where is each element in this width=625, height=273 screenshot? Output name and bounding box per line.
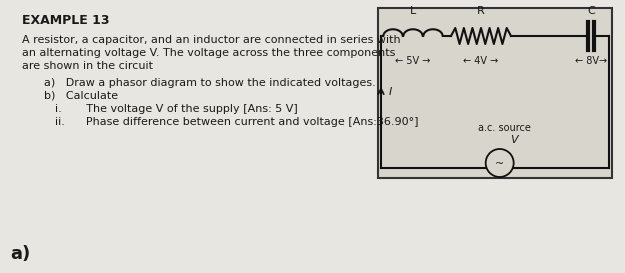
Text: L: L xyxy=(410,6,416,16)
Text: A resistor, a capacitor, and an inductor are connected in series with: A resistor, a capacitor, and an inductor… xyxy=(22,35,401,45)
Text: a.c. source: a.c. source xyxy=(478,123,531,133)
Text: V: V xyxy=(510,135,518,145)
Text: ← 4V →: ← 4V → xyxy=(463,56,499,66)
Text: a)   Draw a phasor diagram to show the indicated voltages.: a) Draw a phasor diagram to show the ind… xyxy=(44,78,376,88)
Text: b)   Calculate: b) Calculate xyxy=(44,91,118,101)
Text: ~: ~ xyxy=(495,159,504,169)
Bar xyxy=(378,8,612,178)
Circle shape xyxy=(486,149,514,177)
Text: ← 5V →: ← 5V → xyxy=(396,56,431,66)
Text: R: R xyxy=(477,6,485,16)
Text: are shown in the circuit: are shown in the circuit xyxy=(22,61,153,71)
Text: a): a) xyxy=(10,245,30,263)
Text: EXAMPLE 13: EXAMPLE 13 xyxy=(22,14,109,27)
Text: i.       The voltage V of the supply [Ans: 5 V]: i. The voltage V of the supply [Ans: 5 V… xyxy=(55,104,298,114)
Text: C: C xyxy=(587,6,595,16)
Text: an alternating voltage V. The voltage across the three components: an alternating voltage V. The voltage ac… xyxy=(22,48,396,58)
Text: ← 8V→: ← 8V→ xyxy=(575,56,607,66)
Text: I: I xyxy=(389,87,392,97)
Text: ii.      Phase difference between current and voltage [Ans:36.90°]: ii. Phase difference between current and… xyxy=(55,117,419,127)
